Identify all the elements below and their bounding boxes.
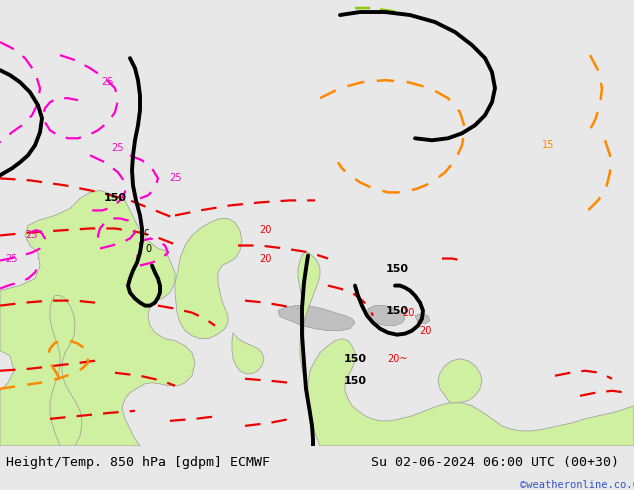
Polygon shape: [50, 295, 82, 446]
Text: 150: 150: [385, 264, 408, 273]
Text: Su 02-06-2024 06:00 UTC (00+30): Su 02-06-2024 06:00 UTC (00+30): [371, 456, 619, 469]
Text: 25: 25: [112, 143, 124, 153]
Text: 20: 20: [259, 225, 271, 236]
Text: 150: 150: [344, 376, 366, 386]
Polygon shape: [368, 306, 405, 326]
Text: 20: 20: [419, 326, 431, 336]
Text: 150: 150: [103, 194, 127, 203]
Polygon shape: [175, 219, 242, 339]
Text: 25: 25: [6, 253, 18, 264]
Text: 25: 25: [101, 77, 113, 87]
Polygon shape: [232, 333, 264, 374]
Text: 150: 150: [344, 354, 366, 364]
Text: 1c: 1c: [139, 227, 151, 238]
Text: Height/Temp. 850 hPa [gdpm] ECMWF: Height/Temp. 850 hPa [gdpm] ECMWF: [6, 456, 270, 469]
Polygon shape: [415, 314, 430, 324]
Text: 0: 0: [145, 244, 151, 253]
Polygon shape: [298, 252, 320, 399]
Text: 150: 150: [385, 306, 408, 316]
Text: 20: 20: [259, 253, 271, 264]
Polygon shape: [308, 339, 634, 446]
Text: 20~: 20~: [388, 354, 408, 364]
Text: 25: 25: [169, 173, 181, 183]
Text: 25: 25: [26, 230, 38, 241]
Text: 15: 15: [542, 140, 554, 150]
Polygon shape: [0, 191, 195, 446]
Polygon shape: [278, 306, 355, 331]
Text: 20: 20: [402, 308, 414, 318]
Polygon shape: [438, 359, 482, 403]
Text: ©weatheronline.co.uk: ©weatheronline.co.uk: [520, 480, 634, 490]
